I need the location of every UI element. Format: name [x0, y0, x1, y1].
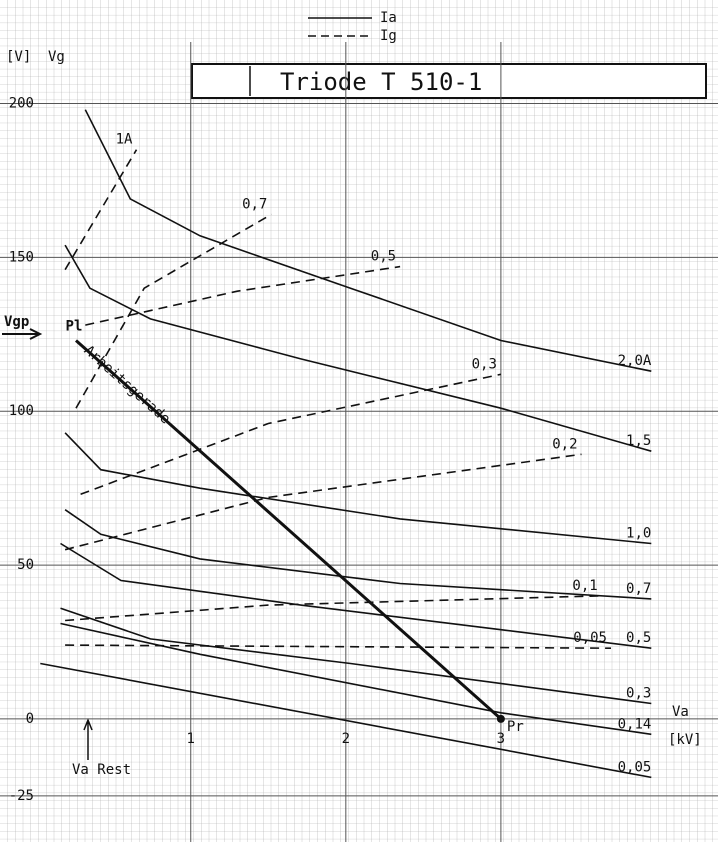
- series-label: 0,5: [371, 249, 396, 265]
- series-line: [60, 542, 652, 649]
- load-line: [75, 339, 502, 721]
- load-line-end: [496, 714, 505, 723]
- x-label: Va: [672, 704, 689, 720]
- series-line: [64, 453, 582, 551]
- series-line: [65, 644, 612, 649]
- load-line-start-label: Pl: [66, 318, 83, 334]
- series-label: 0,3: [626, 686, 651, 702]
- series-line: [80, 373, 502, 496]
- series-label: 1A: [116, 132, 133, 148]
- series-line: [64, 149, 138, 271]
- va-rest-arrow: [83, 717, 93, 760]
- series-line: [75, 213, 272, 409]
- chart-title: Triode T 510-1: [280, 68, 482, 96]
- va-rest-label: Va Rest: [72, 762, 131, 778]
- series-label: 0,7: [626, 581, 651, 597]
- series-line: [85, 265, 401, 326]
- series-label: 1,0: [626, 526, 651, 542]
- series-label: 0,2: [552, 436, 577, 452]
- y-tick-label: 100: [9, 403, 34, 419]
- load-line-end-label: Pr: [507, 719, 524, 735]
- series-line: [84, 109, 652, 372]
- y-label: Vg: [48, 49, 65, 65]
- series-label: 0,05: [573, 630, 607, 646]
- series-line: [65, 595, 602, 622]
- vgp-label: Vgp: [4, 314, 29, 330]
- series-label: 0,5: [626, 630, 651, 646]
- x-tick-label: 1: [187, 731, 195, 747]
- y-tick-label: -25: [9, 788, 34, 804]
- x-unit: [kV]: [668, 732, 702, 748]
- y-unit: [V]: [6, 49, 31, 65]
- series-label: 0,3: [472, 356, 497, 372]
- series-line: [64, 509, 652, 600]
- y-tick-label: 0: [26, 711, 34, 727]
- series-label: 0,14: [618, 716, 652, 732]
- series-label: 0,05: [618, 759, 652, 775]
- series-line: [60, 607, 652, 705]
- legend-label: Ia: [380, 10, 397, 26]
- vgp-arrow: [2, 328, 43, 340]
- y-tick-label: 50: [17, 557, 34, 573]
- series-line: [40, 662, 652, 779]
- title-box: [191, 63, 707, 99]
- series-line: [64, 432, 652, 545]
- series-line: [64, 244, 652, 452]
- series-label: 0,1: [572, 578, 597, 594]
- series-line: [60, 622, 652, 736]
- series-label: 0,7: [242, 196, 267, 212]
- legend-label: Ig: [380, 28, 397, 44]
- x-tick-label: 2: [342, 731, 350, 747]
- y-tick-label: 200: [9, 96, 34, 112]
- y-tick-label: 150: [9, 249, 34, 265]
- series-label: 2,0A: [618, 353, 652, 369]
- x-tick-label: 3: [497, 731, 505, 747]
- series-label: 1,5: [626, 433, 651, 449]
